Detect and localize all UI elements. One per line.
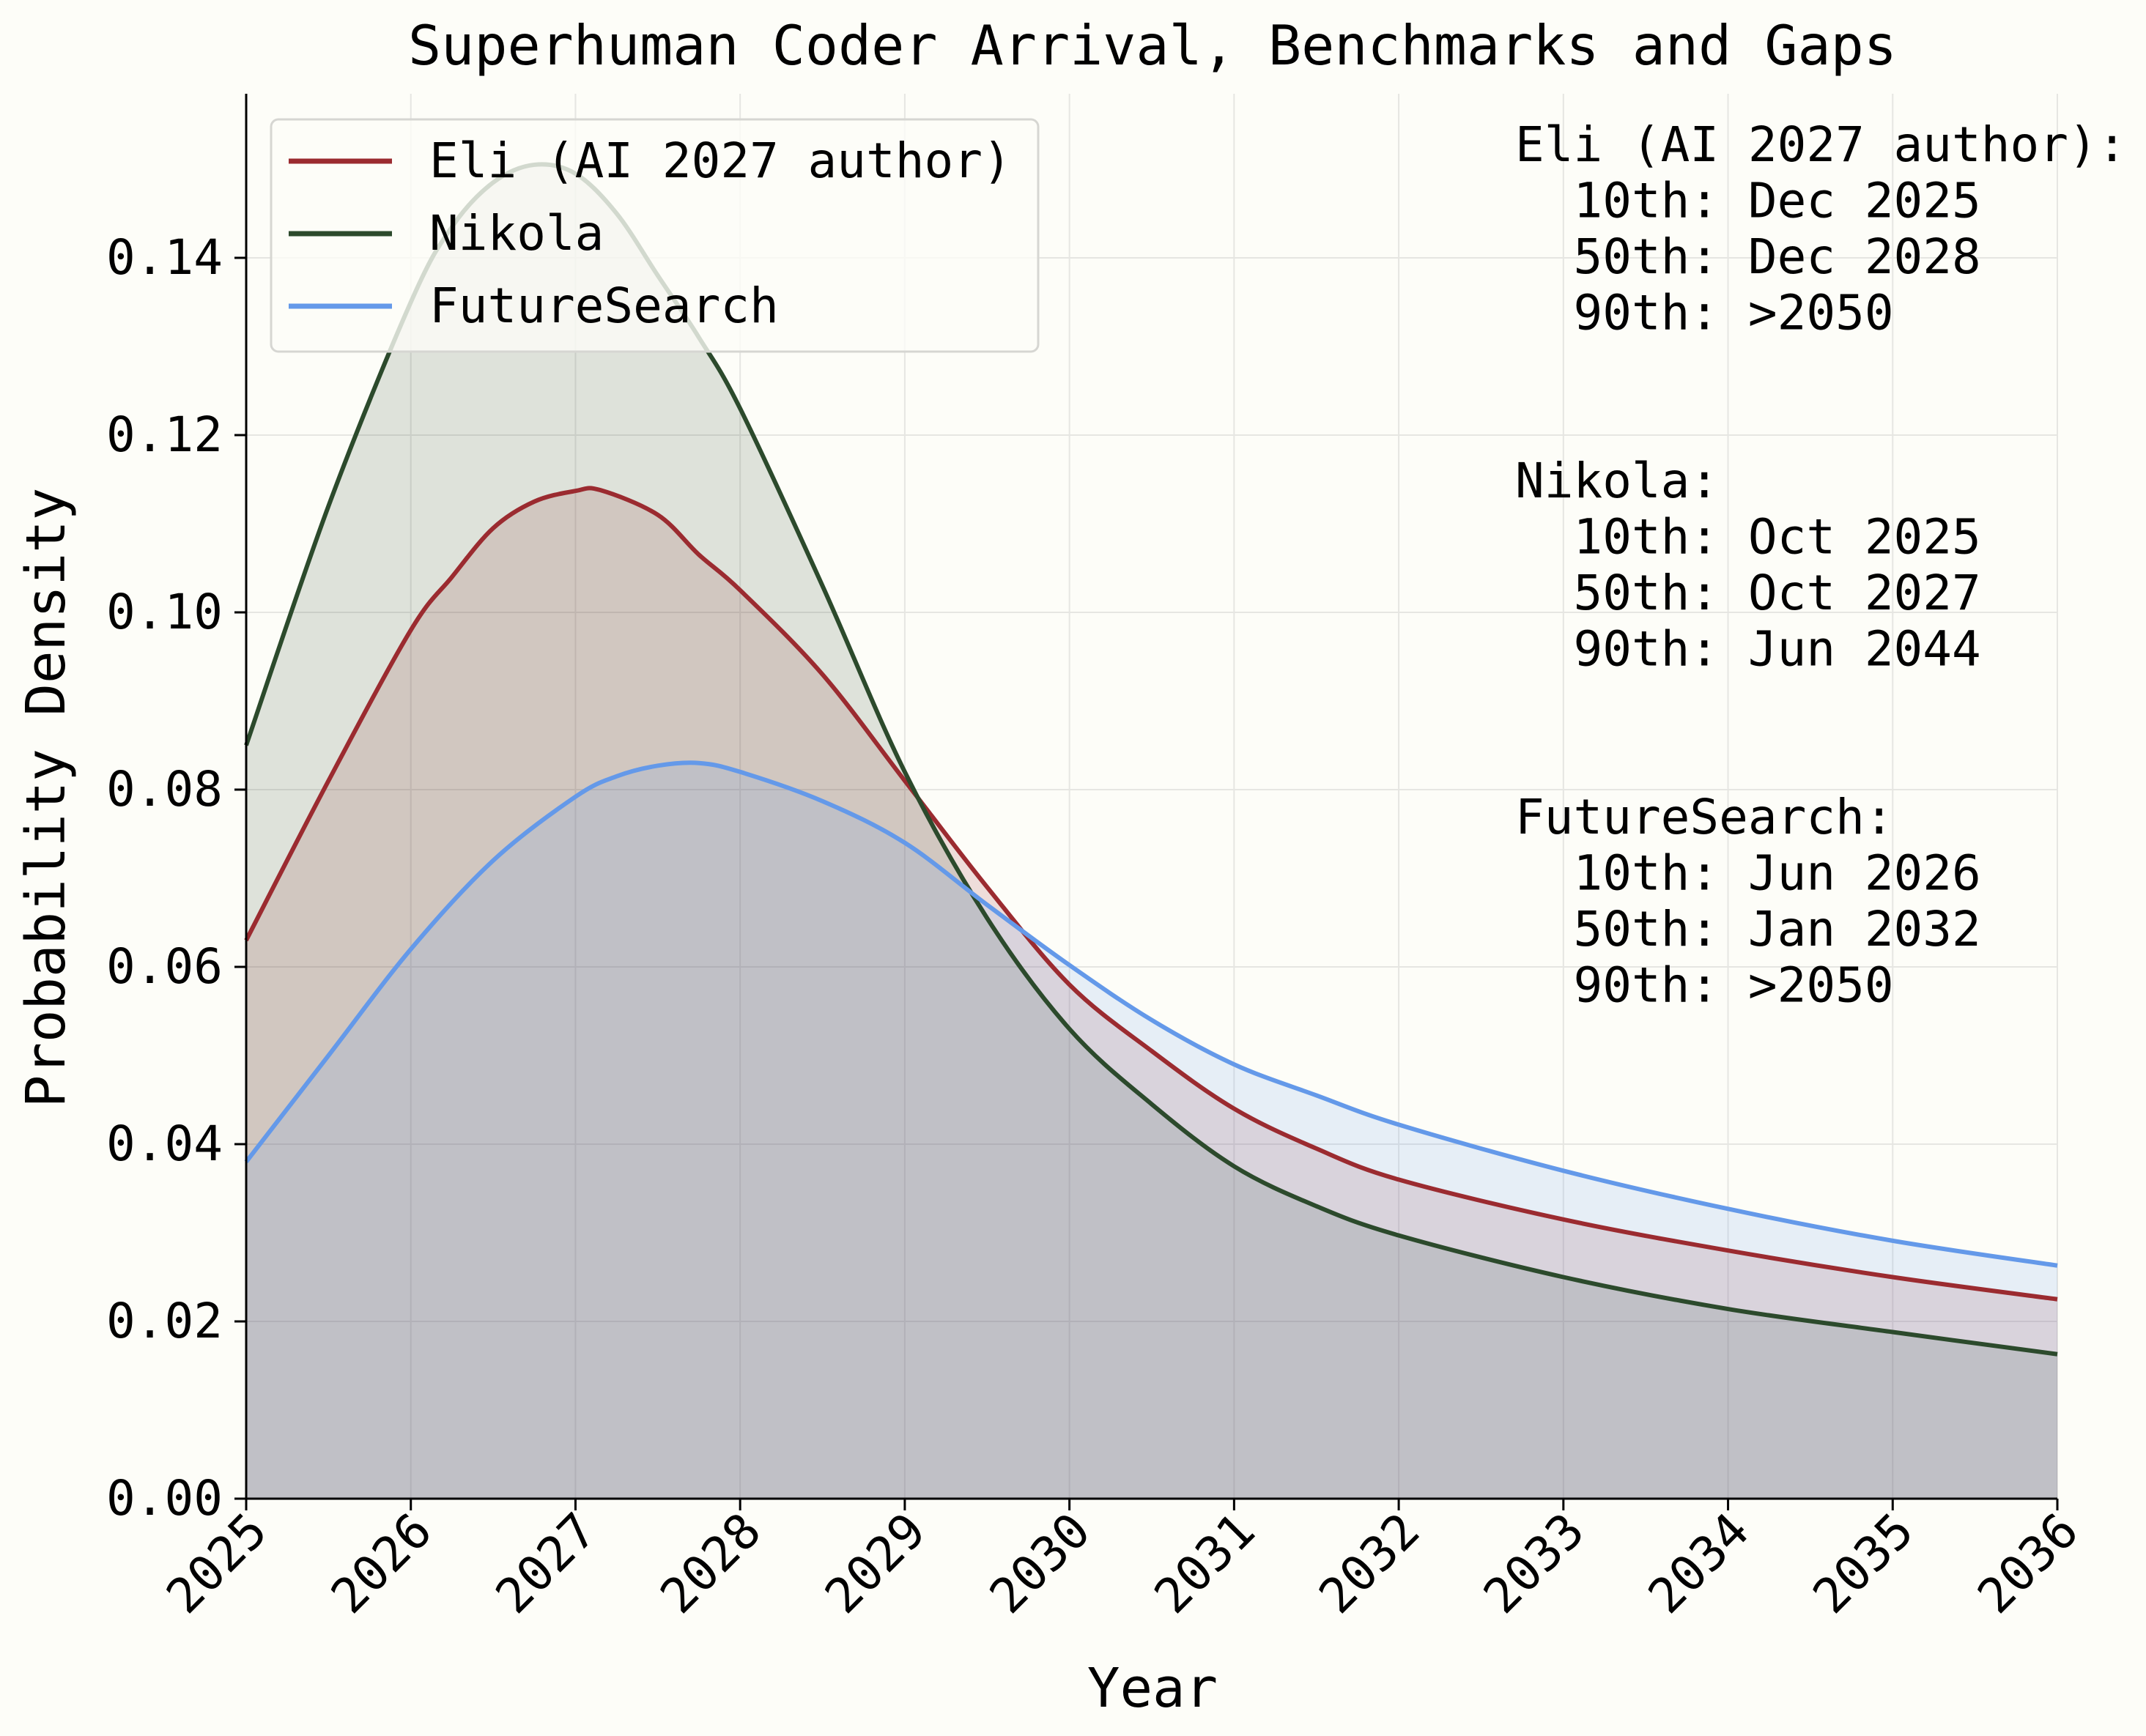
chart-title: Superhuman Coder Arrival, Benchmarks and… [408, 13, 1897, 78]
y-tick-label: 0.10 [106, 584, 223, 640]
legend-box [270, 118, 1040, 353]
annotation-line: 10th: Jun 2026 [1515, 845, 1981, 902]
y-axis-label: Probability Density [15, 488, 78, 1108]
axes [234, 94, 2059, 1510]
annotation-line: Nikola: [1515, 453, 1719, 509]
series-line-futuresearch [244, 760, 2058, 1268]
x-axis-label: Year [1087, 1657, 1218, 1720]
annotation-line: 90th: Jun 2044 [1515, 621, 1981, 678]
legend-label: FutureSearch [429, 278, 779, 334]
annotation-line: 90th: >2050 [1515, 957, 1894, 1014]
annotation-line: Eli (AI 2027 author): [1515, 116, 2126, 173]
y-tick-label: 0.06 [106, 938, 223, 995]
annotation-line: FutureSearch: [1515, 789, 1894, 845]
legend-label: Nikola [429, 205, 604, 261]
area-fill-nikola [246, 164, 2057, 1499]
area-fill-futuresearch [246, 763, 2057, 1499]
area-fills [246, 164, 2057, 1499]
annotation-line: 50th: Jan 2032 [1515, 901, 1981, 957]
annotation-block: Nikola: 10th: Oct 2025 50th: Oct 2027 90… [1515, 453, 1981, 678]
annotation-block: Eli (AI 2027 author): 10th: Dec 2025 50t… [1515, 116, 2126, 341]
area-fill-eli-ai-2027-author [246, 488, 2057, 1499]
annotation-line: 50th: Oct 2027 [1515, 565, 1981, 621]
y-tick-label: 0.12 [106, 407, 223, 463]
y-tick-label: 0.00 [106, 1470, 223, 1527]
annotation-line: 90th: >2050 [1515, 285, 1894, 341]
percentile-annotations: Eli (AI 2027 author): 10th: Dec 2025 50t… [1515, 116, 2126, 1014]
y-tick-labels: 0.00 0.02 0.04 0.06 0.08 0.10 0.12 0.14 [106, 229, 223, 1527]
annotation-line: 10th: Oct 2025 [1515, 509, 1981, 565]
legend: Eli (AI 2027 author) Nikola FutureSearch [270, 118, 1040, 353]
y-tick-label: 0.04 [106, 1116, 223, 1172]
annotation-line: 10th: Dec 2025 [1515, 173, 1981, 229]
y-tick-label: 0.14 [106, 229, 223, 286]
annotation-block: FutureSearch: 10th: Jun 2026 50th: Jan 2… [1515, 789, 1981, 1014]
y-tick-label: 0.08 [106, 761, 223, 817]
y-tick-label: 0.02 [106, 1293, 223, 1349]
legend-label: Eli (AI 2027 author) [429, 133, 1012, 189]
annotation-line: 50th: Dec 2028 [1515, 229, 1981, 285]
